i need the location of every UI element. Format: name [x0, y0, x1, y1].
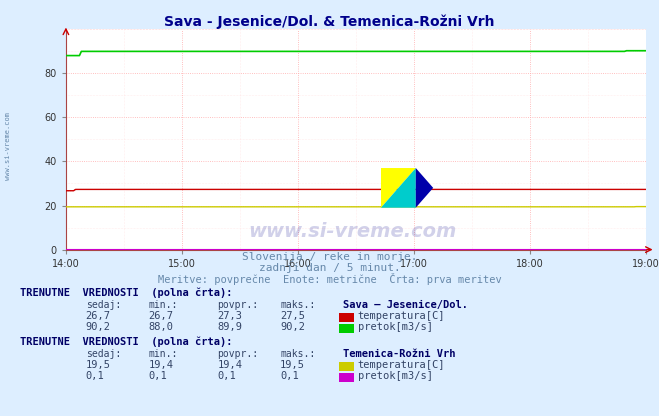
Text: 27,5: 27,5: [280, 311, 305, 321]
Text: 89,9: 89,9: [217, 322, 243, 332]
Text: TRENUTNE  VREDNOSTI  (polna črta):: TRENUTNE VREDNOSTI (polna črta):: [20, 337, 232, 347]
Text: temperatura[C]: temperatura[C]: [358, 311, 445, 321]
Polygon shape: [381, 168, 416, 208]
Text: 0,1: 0,1: [280, 371, 299, 381]
Text: povpr.:: povpr.:: [217, 300, 258, 310]
Text: www.si-vreme.com: www.si-vreme.com: [5, 111, 11, 180]
Text: 19,4: 19,4: [217, 360, 243, 370]
Text: min.:: min.:: [148, 349, 178, 359]
Text: temperatura[C]: temperatura[C]: [358, 360, 445, 370]
Text: Sava - Jesenice/Dol. & Temenica-Rožni Vrh: Sava - Jesenice/Dol. & Temenica-Rožni Vr…: [164, 15, 495, 29]
Text: 0,1: 0,1: [86, 371, 104, 381]
Text: povpr.:: povpr.:: [217, 349, 258, 359]
Text: 26,7: 26,7: [86, 311, 111, 321]
Text: 90,2: 90,2: [86, 322, 111, 332]
Text: 88,0: 88,0: [148, 322, 173, 332]
Text: Slovenija / reke in morje.: Slovenija / reke in morje.: [242, 252, 417, 262]
Text: 90,2: 90,2: [280, 322, 305, 332]
Polygon shape: [381, 168, 416, 208]
Text: 19,4: 19,4: [148, 360, 173, 370]
Text: 0,1: 0,1: [217, 371, 236, 381]
Text: min.:: min.:: [148, 300, 178, 310]
Text: Sava – Jesenice/Dol.: Sava – Jesenice/Dol.: [343, 300, 468, 310]
Text: Temenica-Rožni Vrh: Temenica-Rožni Vrh: [343, 349, 455, 359]
Text: pretok[m3/s]: pretok[m3/s]: [358, 322, 433, 332]
Text: sedaj:: sedaj:: [86, 349, 121, 359]
Polygon shape: [416, 168, 433, 208]
Text: 0,1: 0,1: [148, 371, 167, 381]
Text: zadnji dan / 5 minut.: zadnji dan / 5 minut.: [258, 263, 401, 273]
Text: maks.:: maks.:: [280, 349, 315, 359]
Text: sedaj:: sedaj:: [86, 300, 121, 310]
Text: TRENUTNE  VREDNOSTI  (polna črta):: TRENUTNE VREDNOSTI (polna črta):: [20, 288, 232, 298]
Text: Meritve: povprečne  Enote: metrične  Črta: prva meritev: Meritve: povprečne Enote: metrične Črta:…: [158, 273, 501, 285]
Text: 19,5: 19,5: [86, 360, 111, 370]
Text: 26,7: 26,7: [148, 311, 173, 321]
Text: pretok[m3/s]: pretok[m3/s]: [358, 371, 433, 381]
Text: 19,5: 19,5: [280, 360, 305, 370]
Text: www.si-vreme.com: www.si-vreme.com: [248, 223, 456, 241]
Text: maks.:: maks.:: [280, 300, 315, 310]
Text: 27,3: 27,3: [217, 311, 243, 321]
